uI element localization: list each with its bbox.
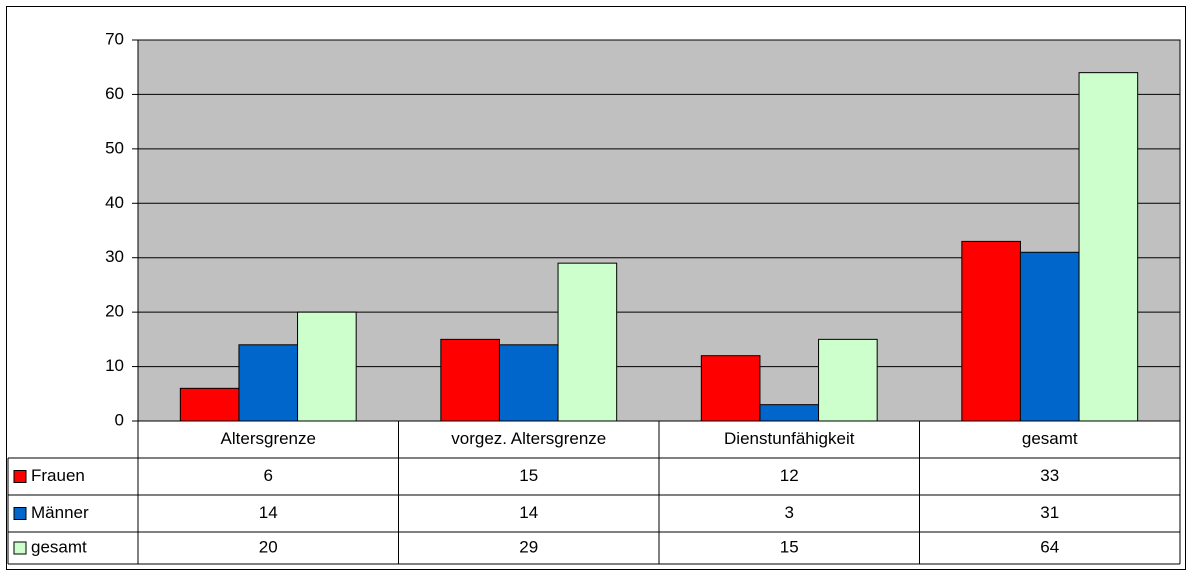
bar (1019, 251, 1080, 422)
table-value: 64 (1040, 537, 1059, 556)
table-value: 33 (1040, 466, 1059, 485)
y-tick-label: 20 (105, 302, 124, 321)
table-value: 15 (780, 537, 799, 556)
table-value: 6 (264, 466, 273, 485)
bar (238, 344, 299, 422)
legend-label: gesamt (31, 537, 87, 556)
y-tick-label: 0 (115, 410, 124, 429)
bar (700, 355, 761, 422)
y-tick-label: 50 (105, 138, 124, 157)
y-tick-label: 40 (105, 193, 124, 212)
table-value: 29 (519, 537, 538, 556)
table-value: 12 (780, 466, 799, 485)
bar (818, 338, 878, 422)
bar (1078, 72, 1139, 422)
x-tick-label: Dienstunfähigkeit (724, 429, 855, 448)
bar (759, 404, 820, 422)
y-tick-label: 10 (105, 356, 124, 375)
legend-swatch (13, 507, 27, 520)
bar (179, 387, 240, 422)
legend-label: Frauen (31, 466, 85, 485)
table-value: 20 (259, 537, 278, 556)
x-tick-label: vorgez. Altersgrenze (451, 429, 606, 448)
x-tick-label: gesamt (1022, 429, 1078, 448)
table-value: 14 (519, 503, 538, 522)
legend-swatch (13, 470, 27, 483)
bar (961, 240, 1021, 422)
bar (498, 344, 559, 422)
table-value: 15 (519, 466, 538, 485)
y-tick-label: 70 (105, 29, 124, 48)
bar (297, 311, 357, 422)
bar (557, 262, 618, 422)
x-tick-label: Altersgrenze (221, 429, 316, 448)
table-value: 31 (1040, 503, 1059, 522)
legend-swatch (13, 541, 27, 555)
bar (440, 338, 500, 422)
legend-label: Männer (31, 503, 89, 522)
y-tick-label: 60 (105, 84, 124, 103)
y-tick-label: 30 (105, 247, 124, 266)
table-value: 14 (259, 503, 278, 522)
table-value: 3 (785, 503, 794, 522)
